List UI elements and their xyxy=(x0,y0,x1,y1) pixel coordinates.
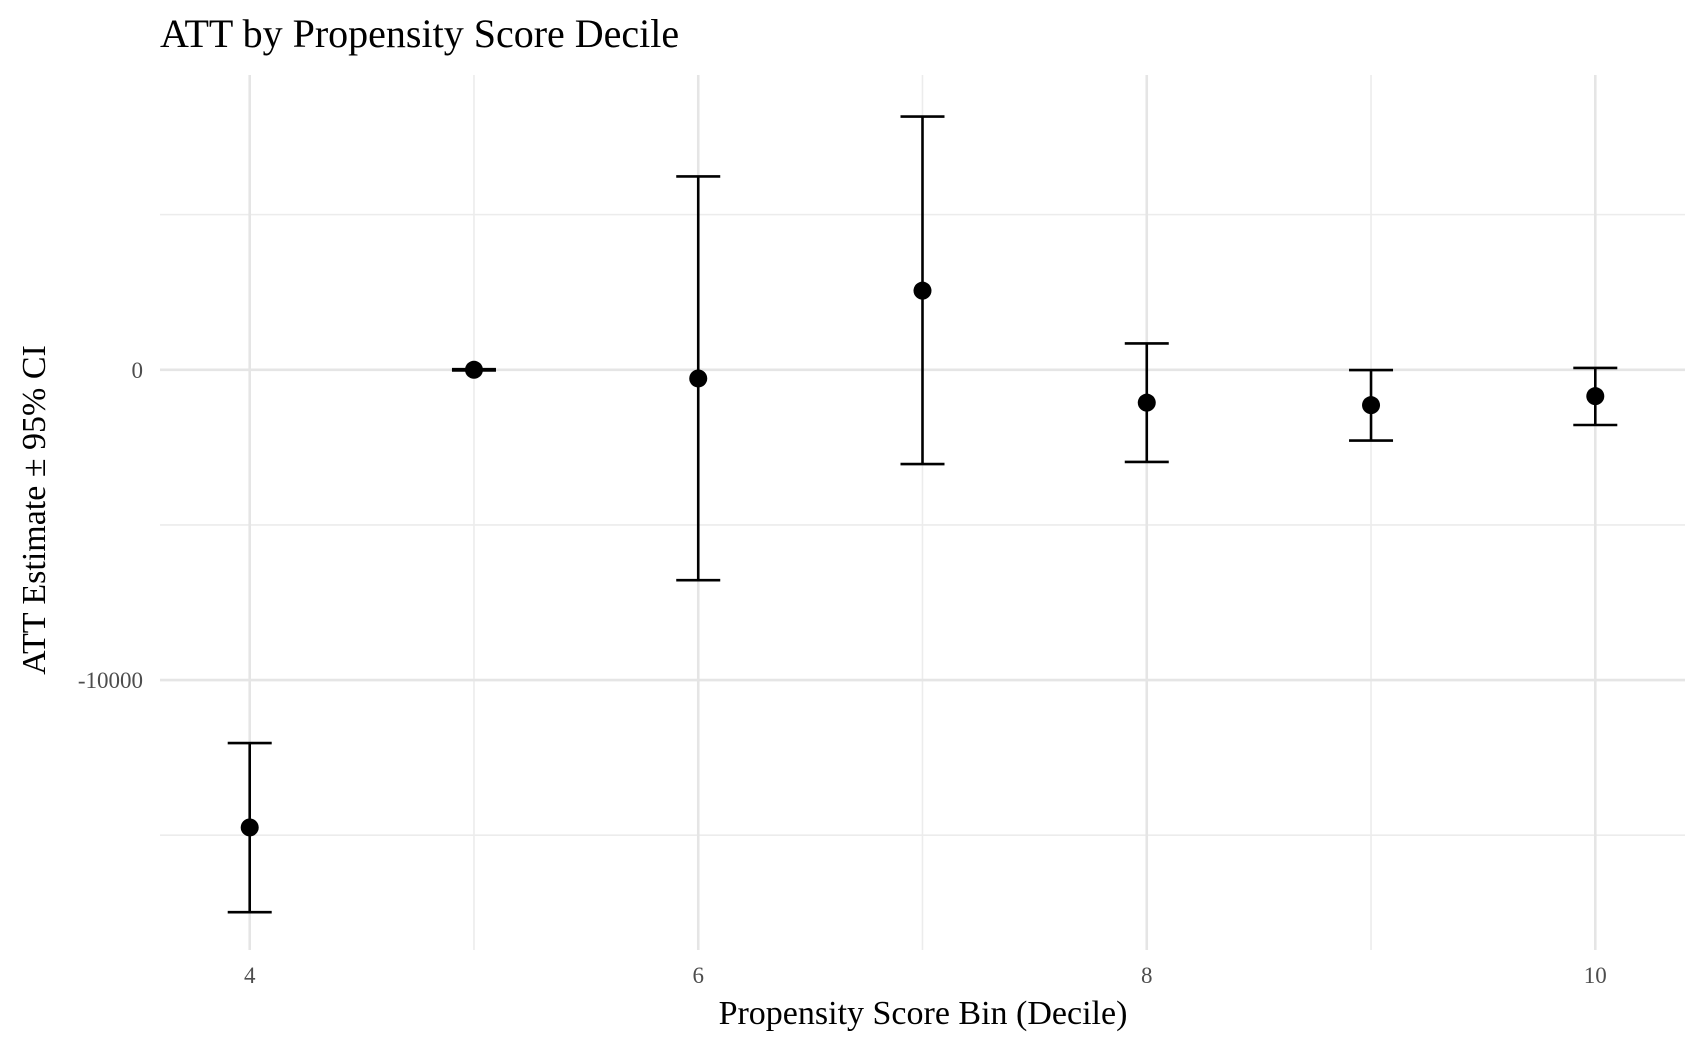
att-point xyxy=(1586,387,1605,406)
att-point xyxy=(240,818,259,837)
att-point xyxy=(464,360,483,379)
x-tick-label: 4 xyxy=(244,963,256,988)
att-point xyxy=(689,369,708,388)
point-layer xyxy=(240,281,1605,837)
chart-title: ATT by Propensity Score Decile xyxy=(160,11,679,56)
y-axis-title: ATT Estimate ± 95% CI xyxy=(16,345,53,675)
att-point xyxy=(913,281,932,300)
tick-label-layer: 4 6 8 10 0 -10000 xyxy=(78,358,1607,988)
y-tick-label: 0 xyxy=(132,358,144,383)
y-tick-label: -10000 xyxy=(78,668,143,693)
att-point xyxy=(1137,393,1156,412)
grid-layer xyxy=(160,75,1685,950)
x-tick-label: 10 xyxy=(1584,963,1607,988)
x-tick-label: 8 xyxy=(1141,963,1153,988)
att-point xyxy=(1362,396,1381,415)
x-axis-title: Propensity Score Bin (Decile) xyxy=(719,995,1128,1032)
x-tick-label: 6 xyxy=(692,963,704,988)
